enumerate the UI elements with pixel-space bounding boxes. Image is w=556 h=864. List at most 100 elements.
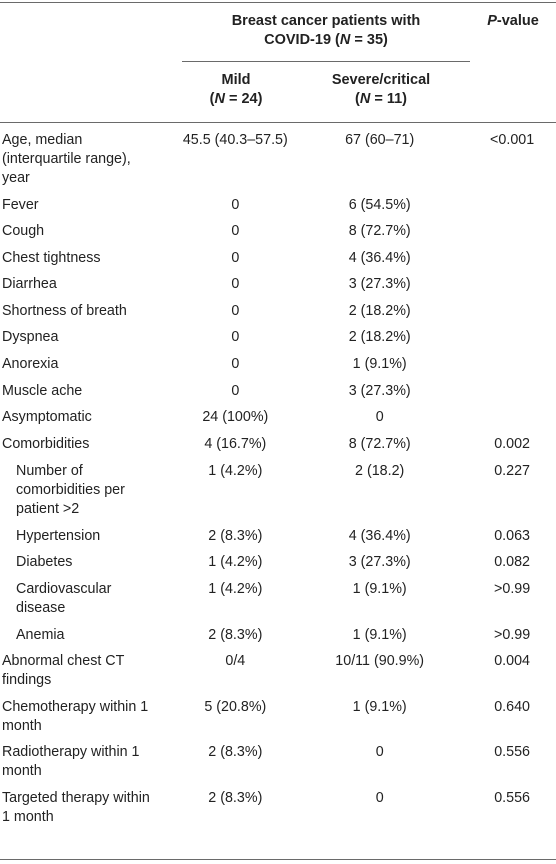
row-label-line: Diabetes <box>16 554 73 570</box>
row-label-line: Abnormal chest CT <box>2 653 125 669</box>
p-value: 0.556 <box>494 790 531 806</box>
mild-value: 1 (4.2%) <box>208 581 263 597</box>
row-label: Diarrhea <box>0 275 180 302</box>
row-label: Fever <box>0 196 180 222</box>
mild-value: 0 <box>231 223 240 239</box>
row-label: Shortness of breath <box>0 302 180 328</box>
mild-value: 2 (8.3%) <box>208 528 263 544</box>
row-label-line: Age, median <box>2 132 83 148</box>
row-label-line: Number of <box>16 463 83 479</box>
severe-value: 0 <box>375 409 384 425</box>
mild-value: 2 (8.3%) <box>208 627 263 643</box>
row-label: Comorbidities <box>0 435 180 462</box>
group-subrule <box>182 61 470 62</box>
table-row: Anorexia 0 1 (9.1%) <box>0 355 556 382</box>
row-label: Cardiovascular disease <box>0 580 180 626</box>
row-label-line: patient >2 <box>16 501 80 517</box>
table-row: Asymptomatic 24 (100%) 0 <box>0 408 556 435</box>
data-table: Age, median (interquartile range), year 45.… <box>0 131 556 831</box>
p-value <box>468 302 556 328</box>
p-value <box>468 355 556 382</box>
group-header-line2: COVID-19 (N = 35) <box>264 32 388 48</box>
table-row: Diarrhea 0 3 (27.3%) <box>0 275 556 302</box>
row-label-line: Targeted therapy within <box>2 790 150 806</box>
p-value: 0.002 <box>494 436 531 452</box>
p-value: 0.082 <box>494 554 531 570</box>
severe-value: 3 (27.3%) <box>348 276 411 292</box>
mild-value: 1 (4.2%) <box>208 463 263 479</box>
severe-value: 0 <box>375 744 384 760</box>
table-row: Hypertension 2 (8.3%) 4 (36.4%) 0.063 <box>0 527 556 553</box>
row-label-line: Fever <box>2 197 39 213</box>
mild-value: 0 <box>231 329 240 345</box>
row-label: Radiotherapy within 1 month <box>0 743 180 789</box>
row-label: Chemotherapy within 1 month <box>0 698 180 743</box>
p-value <box>468 408 556 435</box>
mild-value: 0 <box>231 303 240 319</box>
p-value <box>468 196 556 222</box>
row-label: Age, median (interquartile range), year <box>0 131 180 196</box>
mild-value: 45.5 (40.3–57.5) <box>182 132 288 148</box>
mild-value: 0/4 <box>225 653 246 669</box>
severe-value: 2 (18.2%) <box>348 303 411 319</box>
row-label: Muscle ache <box>0 382 180 408</box>
row-label-line: comorbidities per <box>16 482 125 498</box>
row-label-line: 1 month <box>2 809 54 825</box>
p-value <box>468 382 556 408</box>
severe-value: 4 (36.4%) <box>348 528 411 544</box>
severe-value: 4 (36.4%) <box>348 250 411 266</box>
row-label-line: month <box>2 718 42 734</box>
mild-value: 5 (20.8%) <box>204 699 267 715</box>
table-row: Fever 0 6 (54.5%) <box>0 196 556 222</box>
row-label-line: Dyspnea <box>2 329 59 345</box>
table-row: Comorbidities 4 (16.7%) 8 (72.7%) 0.002 <box>0 435 556 462</box>
table-row: Targeted therapy within 1 month 2 (8.3%) 0 0… <box>0 789 556 831</box>
mild-value: 2 (8.3%) <box>208 744 263 760</box>
row-label-line: Muscle ache <box>2 383 83 399</box>
severe-value: 1 (9.1%) <box>352 699 407 715</box>
row-label: Hypertension <box>0 527 180 553</box>
table-row: Dyspnea 0 2 (18.2%) <box>0 328 556 355</box>
p-value <box>468 249 556 275</box>
table-row: Abnormal chest CT findings 0/4 10/11 (90.9%… <box>0 652 556 698</box>
severe-value: 1 (9.1%) <box>352 627 407 643</box>
severe-value: 8 (72.7%) <box>348 436 411 452</box>
row-label: Chest tightness <box>0 249 180 275</box>
row-label-line: disease <box>16 600 66 616</box>
p-value: 0.063 <box>494 528 531 544</box>
mild-value: 24 (100%) <box>202 409 269 425</box>
p-value <box>468 275 556 302</box>
top-rule <box>0 2 556 3</box>
severe-header: Severe/critical (N = 11) <box>331 72 431 107</box>
group-header: Breast cancer patients with COVID-19 (N … <box>180 12 472 50</box>
row-label-line: Chest tightness <box>2 250 101 266</box>
table-row: Diabetes 1 (4.2%) 3 (27.3%) 0.082 <box>0 553 556 580</box>
severe-value: 0 <box>375 790 384 806</box>
severe-value: 1 (9.1%) <box>352 356 407 372</box>
mild-value: 1 (4.2%) <box>208 554 263 570</box>
mild-value: 0 <box>231 356 240 372</box>
mild-value: 0 <box>231 250 240 266</box>
p-value: 0.227 <box>494 463 531 479</box>
severe-value: 10/11 (90.9%) <box>335 653 425 669</box>
table-row: Muscle ache 0 3 (27.3%) <box>0 382 556 408</box>
row-label-line: Shortness of breath <box>2 303 127 319</box>
row-label-line: Cardiovascular <box>16 581 112 597</box>
row-label: Asymptomatic <box>0 408 180 435</box>
row-label-line: Comorbidities <box>2 436 90 452</box>
mild-header: Mild (N = 24) <box>209 72 263 107</box>
row-label-line: Anorexia <box>2 356 59 372</box>
p-value: 0.004 <box>494 653 531 669</box>
p-value: 0.556 <box>494 744 531 760</box>
table-row: Radiotherapy within 1 month 2 (8.3%) 0 0.556 <box>0 743 556 789</box>
row-label-line: Cough <box>2 223 45 239</box>
severe-value: 8 (72.7%) <box>348 223 411 239</box>
mild-value: 0 <box>231 197 240 213</box>
group-header-line1: Breast cancer patients with <box>231 13 421 29</box>
mild-value: 4 (16.7%) <box>204 436 267 452</box>
row-label: Anemia <box>0 626 180 652</box>
bottom-rule <box>0 859 556 860</box>
row-label: Number of comorbidities per patient >2 <box>0 462 180 527</box>
severe-value: 3 (27.3%) <box>348 383 411 399</box>
